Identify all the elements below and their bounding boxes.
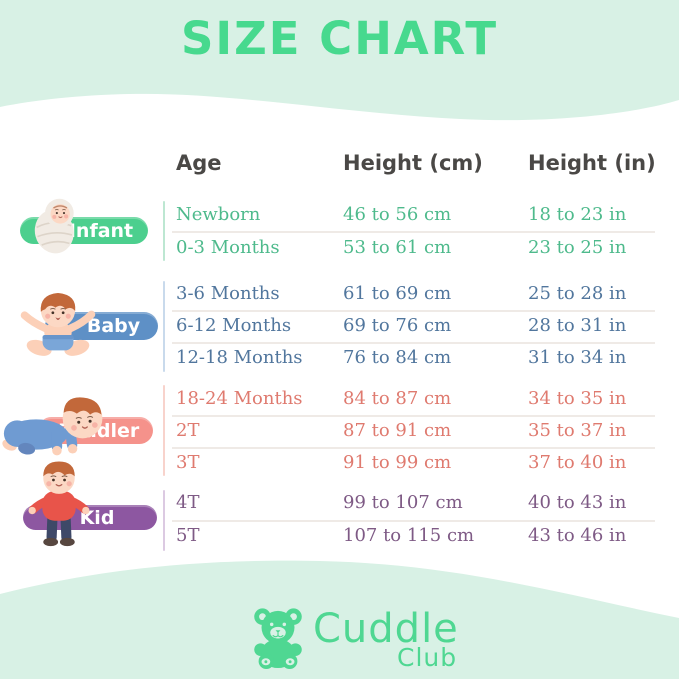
height-in-cell: 37 to 40 in (528, 452, 627, 473)
height-cm-cell: 46 to 56 cm (343, 204, 452, 225)
row-divider (172, 231, 655, 233)
height-in-cell: 40 to 43 in (528, 492, 627, 513)
age-cell: 12-18 Months (176, 347, 303, 368)
bottom-wave-decoration (0, 560, 679, 679)
height-cm-cell: 69 to 76 cm (343, 315, 452, 336)
height-cm-cell: 99 to 107 cm (343, 492, 463, 513)
baby-sitting-illustration (20, 293, 96, 356)
table-row: 4T 99 to 107 cm 40 to 43 in (0, 488, 679, 518)
table-row: 2T 87 to 91 cm 35 to 37 in (0, 416, 679, 446)
table-row: 6-12 Months 69 to 76 cm 28 to 31 in (0, 311, 679, 341)
height-cm-cell: 76 to 84 cm (343, 347, 452, 368)
top-wave-decoration (0, 0, 679, 121)
column-header-height-cm: Height (cm) (343, 151, 483, 175)
group-divider-infant (163, 201, 165, 261)
age-cell: 4T (176, 492, 200, 513)
height-in-cell: 31 to 34 in (528, 347, 627, 368)
teddy-bear-logo-icon (254, 608, 302, 670)
height-cm-cell: 91 to 99 cm (343, 452, 452, 473)
column-header-age: Age (176, 151, 222, 175)
age-cell: 18-24 Months (176, 388, 303, 409)
group-divider-toddler (163, 385, 165, 476)
age-cell: 6-12 Months (176, 315, 292, 336)
row-divider (172, 342, 655, 344)
table-row: 3T 91 to 99 cm 37 to 40 in (0, 448, 679, 478)
height-in-cell: 34 to 35 in (528, 388, 627, 409)
age-cell: 5T (176, 525, 200, 546)
height-cm-cell: 53 to 61 cm (343, 237, 452, 258)
group-divider-baby (163, 281, 165, 372)
age-cell: 0-3 Months (176, 237, 280, 258)
infant-swaddled-baby-illustration (34, 198, 74, 254)
row-divider (172, 520, 655, 522)
height-in-cell: 28 to 31 in (528, 315, 627, 336)
table-row: Newborn 46 to 56 cm 18 to 23 in (0, 200, 679, 230)
group-divider-kid (163, 490, 165, 551)
brand-subname: Club (397, 643, 458, 672)
height-cm-cell: 84 to 87 cm (343, 388, 452, 409)
age-cell: 3-6 Months (176, 283, 280, 304)
height-in-cell: 23 to 25 in (528, 237, 627, 258)
group-pill-infant-label: Infant (68, 219, 134, 242)
height-cm-cell: 107 to 115 cm (343, 525, 475, 546)
row-divider (172, 447, 655, 449)
page-title: SIZE CHART (180, 12, 499, 65)
age-cell: 3T (176, 452, 200, 473)
height-in-cell: 35 to 37 in (528, 420, 627, 441)
table-row: 3-6 Months 61 to 69 cm 25 to 28 in (0, 279, 679, 309)
row-divider (172, 415, 655, 417)
brand-name: Cuddle (313, 606, 459, 652)
table-row: 5T 107 to 115 cm 43 to 46 in (0, 521, 679, 551)
age-cell: 2T (176, 420, 200, 441)
row-divider (172, 310, 655, 312)
height-cm-cell: 61 to 69 cm (343, 283, 452, 304)
height-cm-cell: 87 to 91 cm (343, 420, 452, 441)
height-in-cell: 25 to 28 in (528, 283, 627, 304)
kid-standing-illustration (28, 461, 90, 547)
height-in-cell: 18 to 23 in (528, 204, 627, 225)
table-row: 0-3 Months 53 to 61 cm 23 to 25 in (0, 233, 679, 263)
toddler-crawling-illustration (2, 397, 103, 456)
table-row: 12-18 Months 76 to 84 cm 31 to 34 in (0, 343, 679, 373)
height-in-cell: 43 to 46 in (528, 525, 627, 546)
table-row: 18-24 Months 84 to 87 cm 34 to 35 in (0, 384, 679, 414)
age-cell: Newborn (176, 204, 261, 225)
column-header-height-in: Height (in) (528, 151, 656, 175)
group-pill-baby-label: Baby (86, 315, 141, 337)
